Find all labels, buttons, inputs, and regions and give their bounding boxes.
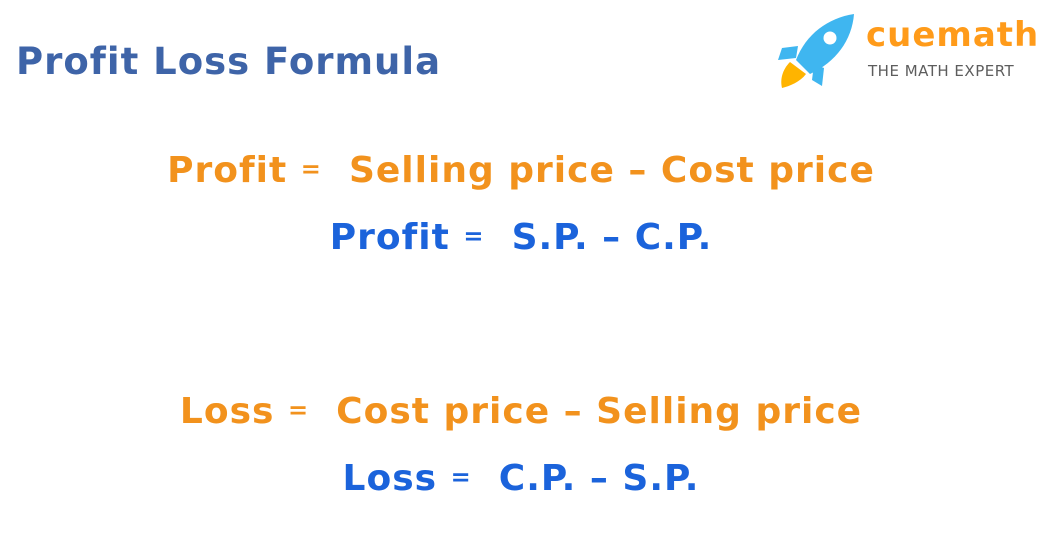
page-title: Profit Loss Formula bbox=[16, 40, 442, 83]
equals-sign: = bbox=[463, 222, 485, 250]
loss-words-rhs: Cost price – Selling price bbox=[336, 391, 863, 432]
loss-formula-abbrev: Loss = C.P. – S.P. bbox=[0, 461, 1042, 497]
loss-label: Loss bbox=[179, 391, 275, 432]
loss-label: Loss bbox=[342, 458, 438, 499]
profit-formula-abbrev: Profit = S.P. – C.P. bbox=[0, 220, 1042, 256]
profit-abbrev-rhs: S.P. – C.P. bbox=[511, 217, 713, 258]
profit-label: Profit bbox=[167, 150, 288, 191]
loss-abbrev-rhs: C.P. – S.P. bbox=[498, 458, 700, 499]
loss-formula-words: Loss = Cost price – Selling price bbox=[0, 394, 1042, 430]
equals-sign: = bbox=[287, 396, 310, 424]
profit-formula-words: Profit = Selling price – Cost price bbox=[0, 153, 1042, 189]
logo-tagline: THE MATH EXPERT bbox=[868, 62, 1015, 80]
equals-sign: = bbox=[300, 155, 322, 183]
cuemath-logo: cuemath THE MATH EXPERT bbox=[776, 12, 1040, 92]
equals-sign: = bbox=[450, 463, 472, 491]
profit-words-rhs: Selling price – Cost price bbox=[348, 150, 875, 191]
profit-label: Profit bbox=[329, 217, 450, 258]
logo-wordmark: cuemath bbox=[866, 15, 1040, 55]
rocket-icon bbox=[778, 14, 854, 88]
